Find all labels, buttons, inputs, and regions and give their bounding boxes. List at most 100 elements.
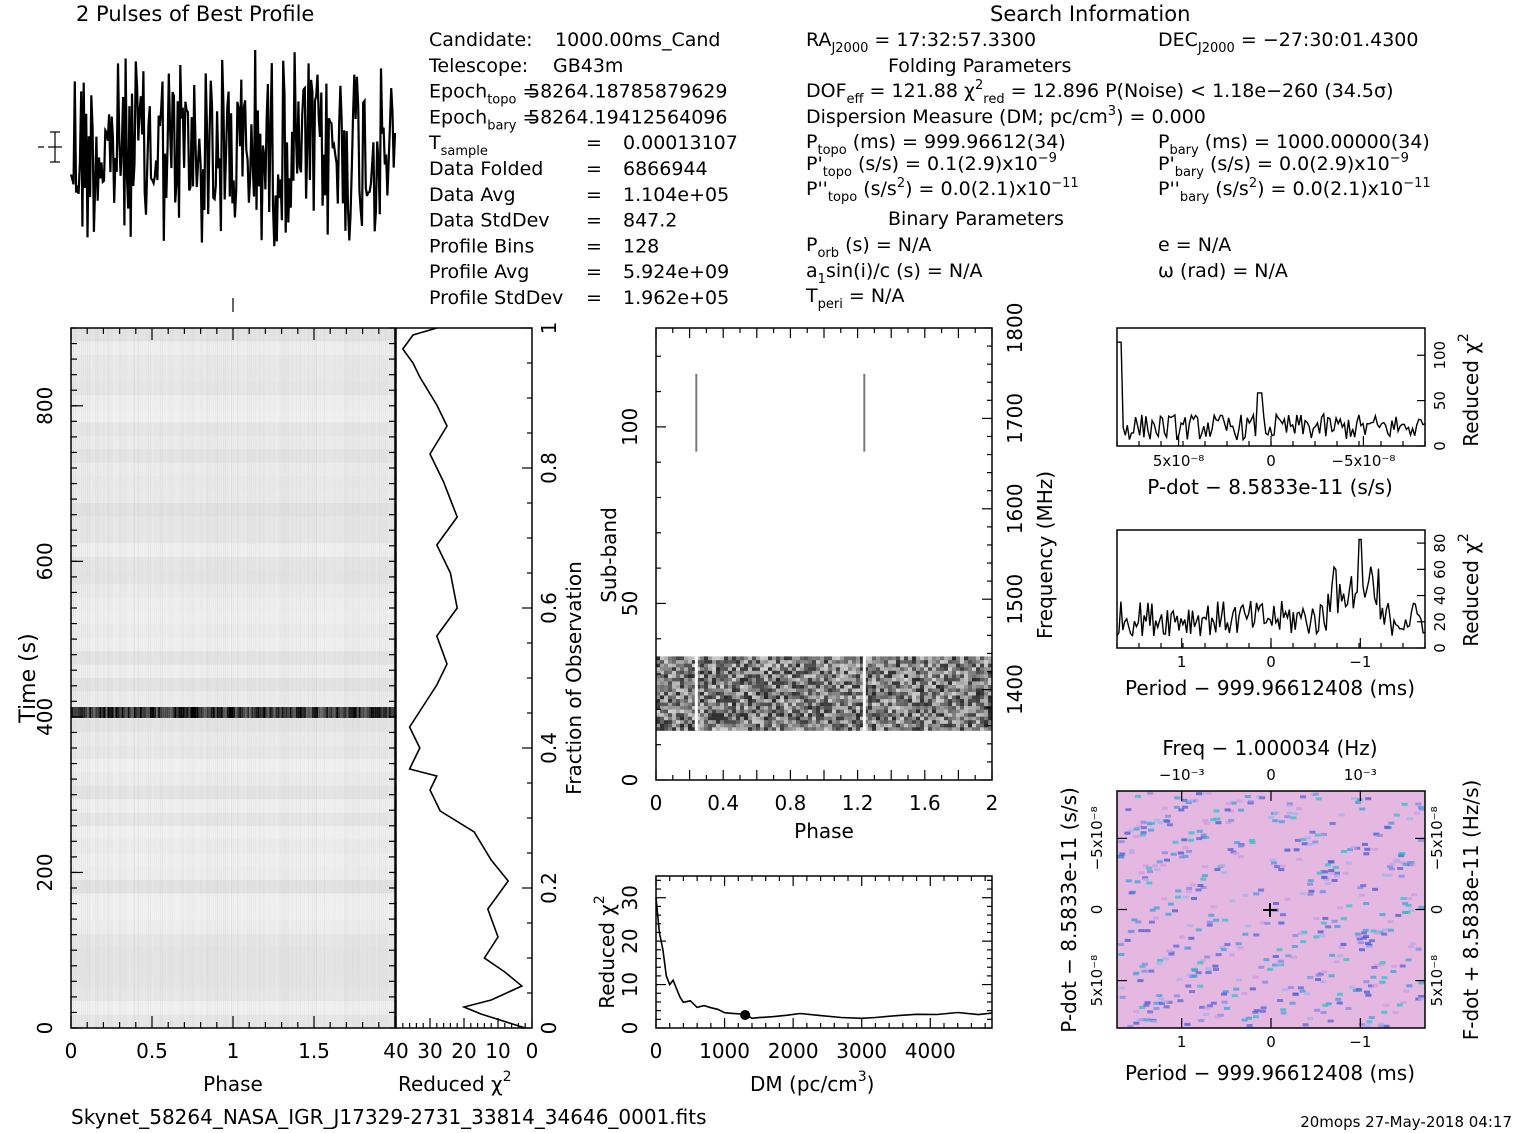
- p-pdot-cell: [1345, 861, 1352, 865]
- subband-cell: [728, 681, 733, 685]
- subband-cell: [664, 705, 669, 710]
- heatmap-dark-cell: [95, 707, 98, 718]
- subband-cell: [964, 670, 969, 675]
- subband-cell: [696, 656, 701, 661]
- subband-cell: [808, 691, 813, 696]
- p-pdot-cell: [1195, 928, 1202, 932]
- p-pdot-cell: [1181, 838, 1188, 842]
- p-pdot-cell: [1221, 992, 1228, 996]
- subband-cell: [724, 670, 729, 675]
- p-pdot-cell: [1185, 946, 1192, 950]
- p-pdot-cell: [1128, 891, 1135, 895]
- subband-cell: [840, 695, 845, 700]
- subband-cell: [748, 656, 753, 661]
- subband-cell: [852, 709, 857, 714]
- subband-cell: [844, 727, 849, 731]
- heatmap-dark-cell: [145, 707, 148, 718]
- subband-cell: [892, 723, 897, 728]
- subband-axis-label: Sub-band: [597, 507, 621, 603]
- subband-cell: [920, 667, 925, 671]
- subband-cell: [796, 656, 801, 661]
- p-pdot-cell: [1387, 928, 1394, 932]
- p-pdot-cell: [1199, 1005, 1206, 1009]
- subband-cell: [868, 674, 873, 678]
- subband-cell: [732, 663, 737, 668]
- subband-cell: [960, 691, 965, 696]
- subband-cell: [940, 677, 945, 682]
- heatmap-dark-cell: [204, 707, 207, 718]
- heatmap-streak: [133, 328, 135, 1028]
- subband-cell: [860, 716, 865, 721]
- subband-cell: [720, 712, 725, 717]
- period-chi2-tick-label: 80: [1431, 534, 1449, 553]
- p-pdot-cell: [1135, 794, 1141, 798]
- subband-cell: [708, 712, 713, 717]
- heatmap-streak: [186, 328, 188, 1028]
- subband-cell: [948, 659, 953, 664]
- subband-cell: [872, 691, 877, 696]
- subband-cell: [676, 712, 681, 717]
- subband-cell: [908, 727, 913, 731]
- subband-cell: [664, 659, 669, 664]
- subband-cell: [916, 705, 921, 710]
- heatmap-streak: [368, 328, 370, 1028]
- pddot-bary-value: P''bary (s/s2) = 0.0(2.1)x10−11: [1158, 176, 1431, 205]
- subband-cell: [664, 656, 669, 661]
- p-pdot-cell: [1418, 905, 1425, 909]
- subband-cell: [872, 670, 877, 675]
- subband-cell: [860, 720, 865, 724]
- subband-cell: [712, 702, 717, 707]
- subband-cell: [688, 727, 693, 731]
- subband-cell: [856, 670, 861, 675]
- subband-cell: [748, 720, 753, 724]
- p-pdot-cell: [1224, 1006, 1230, 1010]
- subband-cell: [944, 698, 949, 703]
- subband-cell: [684, 688, 689, 692]
- subband-cell: [944, 681, 949, 685]
- subband-cell: [752, 709, 757, 714]
- subband-cell: [912, 712, 917, 717]
- subband-cell: [864, 656, 869, 661]
- subband-cell: [772, 677, 777, 682]
- subband-cell: [748, 727, 753, 731]
- subband-cell: [672, 674, 677, 678]
- p-pdot-cell: [1219, 945, 1226, 949]
- p-pdot-cell: [1379, 980, 1386, 984]
- p-pdot-cell: [1292, 934, 1299, 938]
- p-pdot-cell: [1139, 1005, 1146, 1009]
- heatmap-dark-cell: [77, 707, 80, 718]
- subband-cell: [760, 716, 765, 721]
- p-pdot-cell: [1166, 1000, 1173, 1004]
- subband-cell: [740, 695, 745, 700]
- subband-cell: [832, 702, 837, 707]
- subband-cell: [788, 727, 793, 731]
- subband-cell: [740, 702, 745, 707]
- subband-cell: [688, 667, 693, 671]
- p-pdot-cell: [1117, 942, 1124, 946]
- subband-cell: [984, 681, 989, 685]
- subband-cell: [868, 681, 873, 685]
- subband-cell: [796, 709, 801, 714]
- heatmap-streak: [356, 328, 358, 1028]
- subband-cell: [692, 712, 697, 717]
- subband-phase-tick-label: 0.4: [707, 791, 739, 815]
- subband-cell: [956, 705, 961, 710]
- subband-cell: [772, 656, 777, 661]
- subband-cell: [888, 727, 893, 731]
- subband-cell: [664, 727, 669, 731]
- subband-cell: [932, 688, 937, 692]
- p-pdot-cell: [1195, 971, 1202, 975]
- subband-cell: [764, 720, 769, 724]
- pdot-tick-label: 0: [1266, 452, 1276, 470]
- subband-cell: [796, 667, 801, 671]
- subband-cell: [808, 705, 813, 710]
- subband-cell: [916, 659, 921, 664]
- subband-cell: [832, 674, 837, 678]
- p-pdot-cell: [1405, 903, 1412, 907]
- p-pdot-cell: [1231, 994, 1238, 998]
- subband-cell: [924, 720, 929, 724]
- p-pdot-cell: [1383, 1003, 1390, 1007]
- p-pdot-cell: [1127, 1024, 1134, 1028]
- subband-cell: [780, 659, 785, 664]
- p-pdot-cell: [1143, 1003, 1150, 1007]
